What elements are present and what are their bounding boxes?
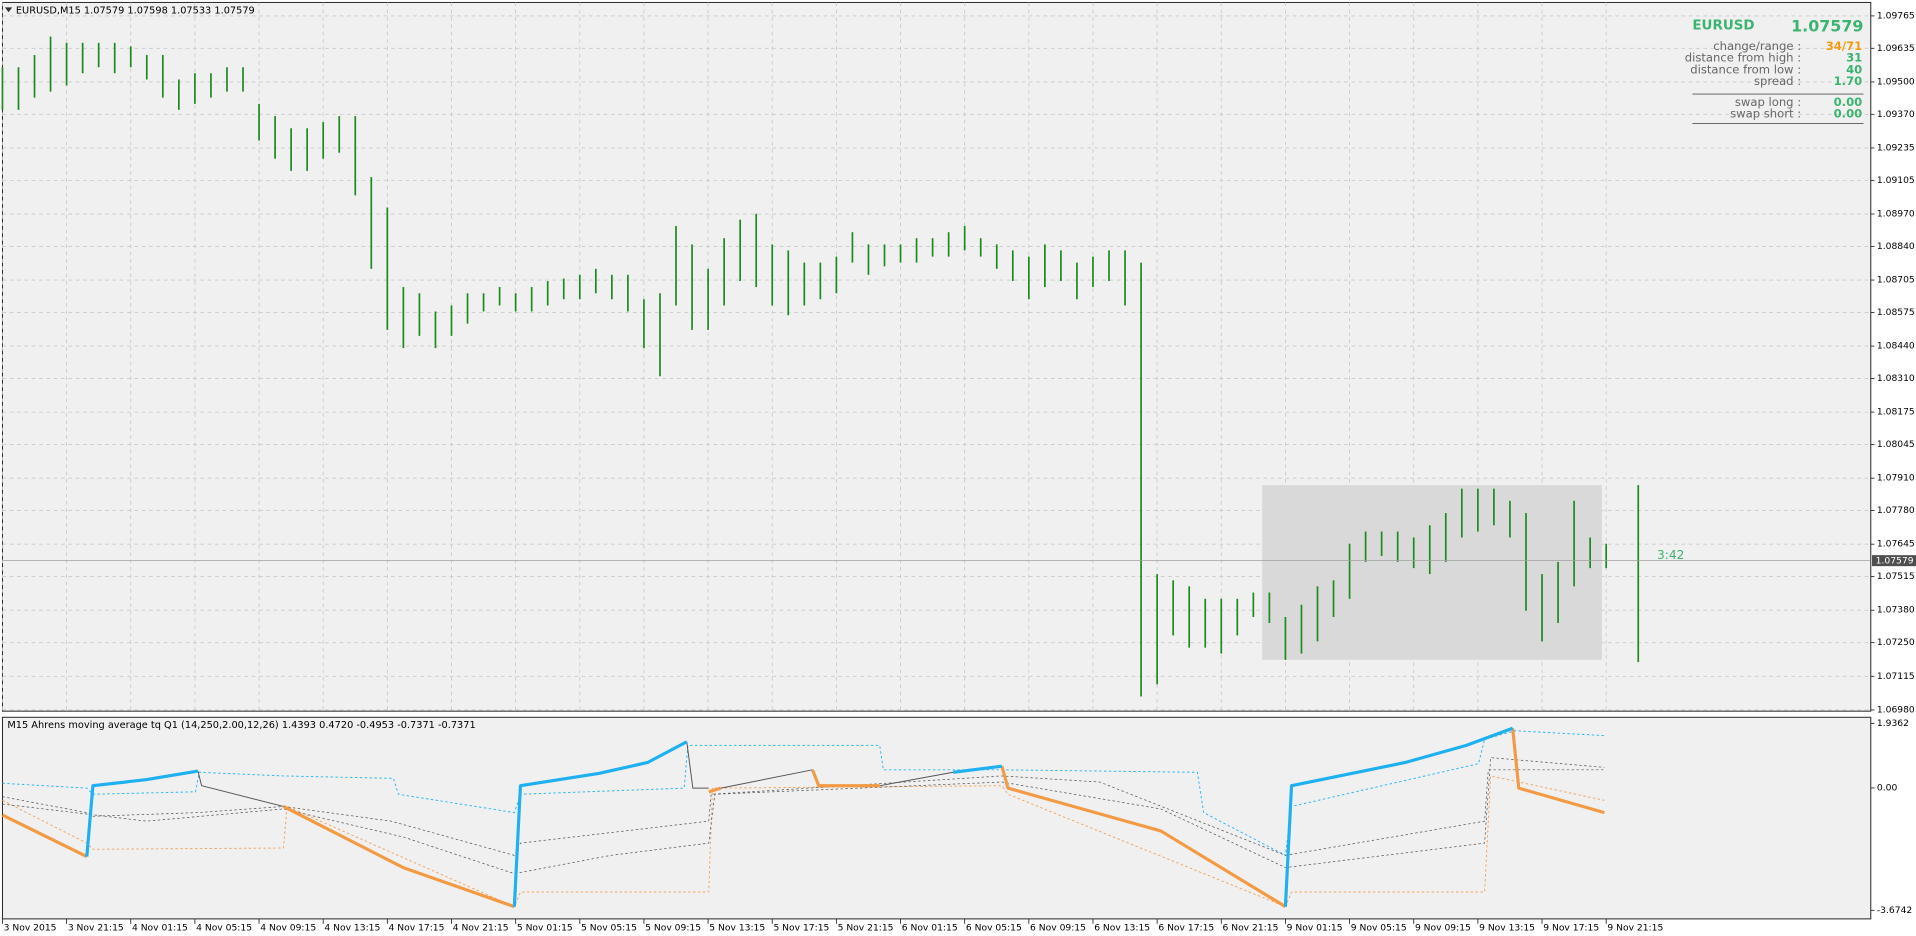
y-tick-label: 1.09235 (1877, 142, 1915, 153)
y-tick-label: 1.09500 (1877, 76, 1915, 87)
indicator-line (197, 770, 284, 807)
y-tick-label: 1.07515 (1877, 571, 1915, 582)
indicator-line (952, 764, 1003, 774)
x-tick-label: 4 Nov 09:15 (260, 923, 316, 934)
info-symbol: EURUSD (1692, 19, 1754, 34)
x-tick-label: 5 Nov 09:15 (645, 923, 701, 934)
info-value: 1.70 (1834, 74, 1863, 88)
marks-layer: 1.07579 3:42 (1, 36, 1916, 909)
y-tick-label: 1.08840 (1877, 241, 1915, 252)
y-tick-label: 1.07250 (1877, 637, 1915, 648)
x-tick-label: 9 Nov 17:15 (1543, 923, 1599, 934)
indicator-line (708, 786, 722, 794)
indicator-line (879, 771, 954, 787)
x-tick-label: 3 Nov 2015 (4, 923, 57, 934)
y-tick-label: 1.07780 (1877, 505, 1915, 516)
collapse-icon[interactable] (4, 7, 13, 13)
signal-line (2, 730, 1605, 856)
bar-timer: 3:42 (1657, 548, 1684, 562)
x-tick-label: 4 Nov 21:15 (453, 923, 509, 934)
info-panel: EURUSD 1.07579 change/range : 34/71 distan… (1685, 16, 1864, 124)
y-tick-label: 1.09105 (1877, 175, 1915, 186)
x-tick-label: 5 Nov 13:15 (709, 923, 765, 934)
info-value: 31 (1846, 51, 1862, 65)
indicator-line (1283, 726, 1514, 907)
y-tick-label: 1.09370 (1877, 109, 1915, 120)
x-tick-label: 6 Nov 09:15 (1030, 923, 1086, 934)
info-label: swap short : (1730, 107, 1801, 121)
y-tick-label: 1.07115 (1877, 671, 1915, 682)
indicator-line (686, 741, 709, 789)
info-label: swap long : (1735, 95, 1801, 109)
x-tick-label: 5 Nov 05:15 (581, 923, 637, 934)
x-tick-label: 6 Nov 05:15 (966, 923, 1022, 934)
x-tick-label: 9 Nov 21:15 (1607, 923, 1663, 934)
indicator-line (720, 769, 813, 789)
x-tick-label: 9 Nov 05:15 (1351, 923, 1407, 934)
info-price: 1.07579 (1791, 16, 1863, 35)
y-tick-label: 1.08175 (1877, 407, 1915, 418)
indicator-title: M15 Ahrens moving average tq Q1 (14,250,… (7, 720, 475, 731)
info-label: distance from high : (1685, 51, 1801, 65)
y-tick-label: 1.08310 (1877, 373, 1915, 384)
indicator-panel (1, 716, 1872, 920)
x-tick-label: 5 Nov 17:15 (773, 923, 829, 934)
y-tick-label: 1.07910 (1877, 473, 1915, 484)
y-tick-label: 1.06980 (1877, 704, 1915, 715)
signal-line (2, 757, 1605, 875)
info-value: 0.00 (1834, 107, 1863, 121)
y-tick-label: 1.08045 (1877, 439, 1915, 450)
y-tick-label: 1.07645 (1877, 539, 1915, 550)
x-tick-label: 9 Nov 01:15 (1287, 923, 1343, 934)
y-tick-label: 1.08575 (1877, 307, 1915, 318)
y-tick-label: 1.07380 (1877, 605, 1915, 616)
info-value: 34/71 (1826, 39, 1863, 53)
info-value: 40 (1846, 62, 1862, 76)
x-tick-label: 4 Nov 05:15 (196, 923, 252, 934)
x-tick-label: 4 Nov 01:15 (132, 923, 188, 934)
y-tick-label: 1.9362 (1877, 718, 1909, 729)
x-tick-label: 3 Nov 21:15 (68, 923, 124, 934)
indicator-line (811, 769, 880, 788)
indicator-line (1, 813, 88, 859)
x-tick-label: 5 Nov 01:15 (517, 923, 573, 934)
indicator-line (1000, 765, 1287, 909)
x-tick-label: 6 Nov 13:15 (1094, 923, 1150, 934)
current-price-box (1872, 555, 1916, 567)
current-price-label: 1.07579 (1876, 556, 1914, 567)
indicator-line (512, 740, 688, 907)
range-box (1262, 485, 1602, 660)
signal-line (2, 775, 1605, 908)
y-tick-label: 0.00 (1877, 782, 1898, 793)
y-tick-label: -3.6742 (1877, 905, 1912, 916)
x-tick-label: 5 Nov 21:15 (838, 923, 894, 934)
x-tick-label: 6 Nov 21:15 (1222, 923, 1278, 934)
info-label: distance from low : (1690, 62, 1801, 76)
indicator-line (1511, 728, 1605, 815)
price-chart-title: EURUSD,M15 1.07579 1.07598 1.07533 1.075… (16, 5, 255, 16)
x-tick-label: 4 Nov 13:15 (324, 923, 380, 934)
y-tick-label: 1.08705 (1877, 275, 1915, 286)
x-tick-label: 6 Nov 17:15 (1158, 923, 1214, 934)
info-label: change/range : (1713, 39, 1801, 53)
x-tick-label: 9 Nov 09:15 (1415, 923, 1471, 934)
y-tick-label: 1.08970 (1877, 209, 1915, 220)
info-label: spread : (1754, 74, 1801, 88)
y-tick-label: 1.09635 (1877, 43, 1915, 54)
indicator-line (282, 805, 515, 909)
y-tick-label: 1.08440 (1877, 341, 1915, 352)
x-tick-label: 4 Nov 17:15 (389, 923, 445, 934)
indicator-line (85, 769, 199, 857)
x-tick-label: 9 Nov 13:15 (1479, 923, 1535, 934)
y-tick-label: 1.09765 (1877, 10, 1915, 21)
x-tick-label: 6 Nov 01:15 (902, 923, 958, 934)
info-value: 0.00 (1834, 95, 1863, 109)
